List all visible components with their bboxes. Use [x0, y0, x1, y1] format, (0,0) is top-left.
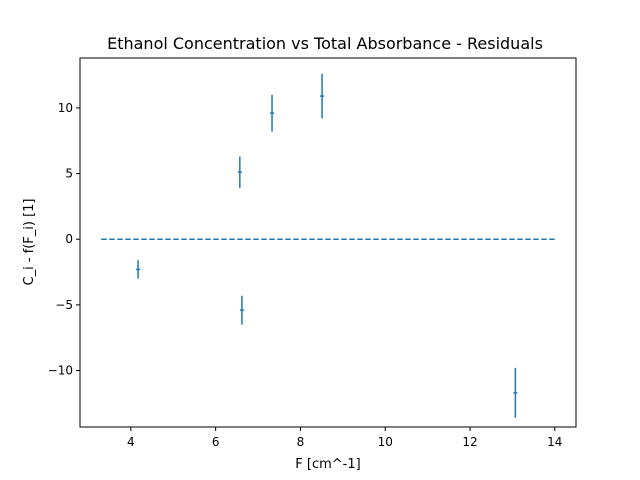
y-tick-label: 5 [65, 167, 73, 181]
x-tick-label: 14 [547, 435, 562, 449]
data-point [239, 295, 244, 325]
x-tick-label: 12 [462, 435, 477, 449]
y-tick-label: −10 [48, 364, 73, 378]
data-point [320, 73, 325, 119]
y-tick-label: 10 [58, 101, 73, 115]
data-point [270, 94, 275, 132]
data-point [237, 156, 242, 189]
y-tick-label: −5 [55, 298, 73, 312]
x-axis-ticks: 4 6 8 10 12 14 [127, 427, 562, 449]
chart-title: Ethanol Concentration vs Total Absorbanc… [107, 34, 543, 53]
x-axis-label: F [cm^-1] [295, 457, 360, 472]
data-point [136, 260, 141, 279]
y-axis-ticks: −10 −5 0 5 10 [48, 101, 80, 378]
y-axis-label: C_i - f(F_i) [1] [22, 198, 37, 285]
plot-frame [79, 57, 577, 428]
x-tick-label: 10 [378, 435, 393, 449]
y-tick-label: 0 [65, 232, 73, 246]
plot-marks [101, 73, 555, 418]
x-tick-label: 4 [127, 435, 135, 449]
data-point [513, 367, 518, 418]
x-tick-label: 8 [297, 435, 305, 449]
x-tick-label: 6 [212, 435, 220, 449]
